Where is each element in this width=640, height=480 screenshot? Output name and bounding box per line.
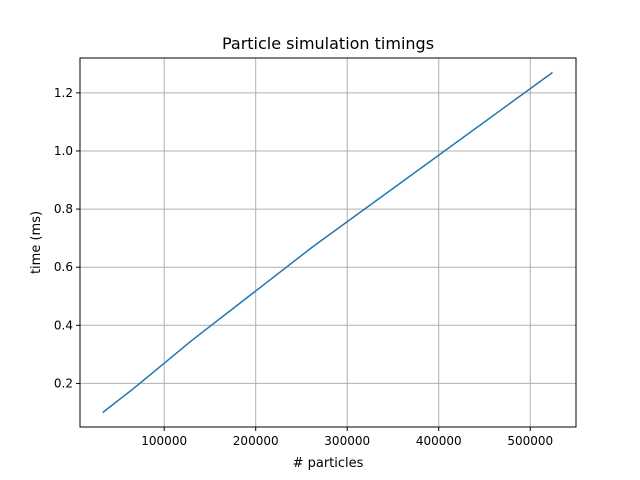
y-tick-label: 0.8	[54, 202, 73, 216]
x-axis-label: # particles	[293, 456, 364, 471]
y-tick-label: 0.4	[54, 318, 73, 332]
y-tick-label: 0.2	[54, 376, 73, 390]
series-line	[102, 71, 553, 414]
x-tick-label: 300000	[324, 434, 370, 448]
ticks: 100000 200000 300000 400000 500000 0.2 0.4 0.6 0…	[54, 86, 553, 448]
grid	[80, 58, 576, 427]
y-tick-label: 1.2	[54, 86, 73, 100]
plot-frame	[79, 57, 577, 428]
x-tick-label: 500000	[507, 434, 553, 448]
x-tick-label: 200000	[233, 434, 279, 448]
series-layer	[102, 71, 553, 414]
x-tick-label: 100000	[141, 434, 187, 448]
y-tick-label: 0.6	[54, 260, 73, 274]
y-tick-label: 1.0	[54, 144, 73, 158]
chart-title: Particle simulation timings	[222, 34, 434, 53]
plot-background	[80, 58, 576, 427]
y-axis-label: time (ms)	[29, 211, 44, 274]
x-tick-label: 400000	[416, 434, 462, 448]
